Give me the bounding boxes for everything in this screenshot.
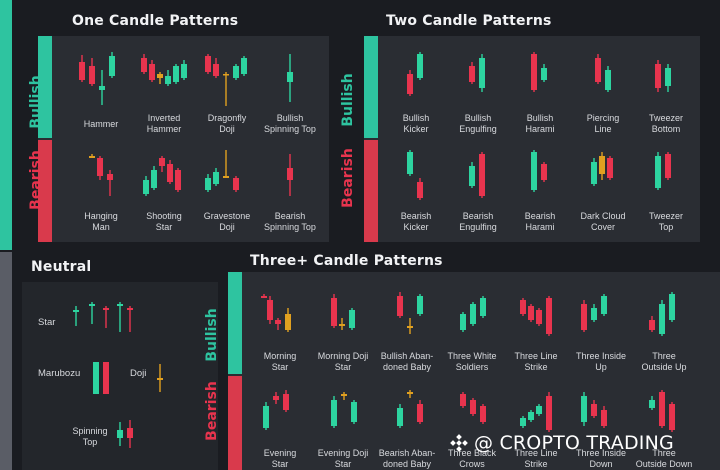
caption-three-outside-down: Three Outside Down xyxy=(635,448,693,469)
three-bullish-label: Bullish xyxy=(204,308,220,362)
piercing-line-pattern-icon xyxy=(595,54,611,92)
three-inside-down-pattern-icon xyxy=(581,392,607,428)
three-candle-title: Three+ Candle Patterns xyxy=(250,253,443,269)
bullish-spinning-top-pattern-icon xyxy=(287,54,293,102)
caption-three-white-soldiers: Three White Soldiers xyxy=(447,351,497,372)
caption-bullish-kicker: Bullish Kicker xyxy=(402,113,430,134)
caption-bearish-harami: Bearish Harami xyxy=(524,211,556,232)
label-marubozu: Marubozu xyxy=(38,368,81,379)
neutral-title: Neutral xyxy=(31,259,92,275)
bullish-engulfing-pattern-icon xyxy=(469,54,485,92)
morning-star-pattern-icon xyxy=(261,294,291,332)
three-white-soldiers-pattern-icon xyxy=(460,296,486,332)
inverted-hammer-pattern-icon xyxy=(141,54,187,86)
caption-inverted-hammer: Inverted Hammer xyxy=(146,113,182,134)
caption-bearish-engulfing: Bearish Engulfing xyxy=(459,211,497,232)
three-bearish-bar xyxy=(228,376,242,470)
one-bullish-bar xyxy=(38,36,52,138)
caption-three-line-strike-bull: Three Line Strike xyxy=(514,351,558,372)
one-candle-title: One Candle Patterns xyxy=(72,13,239,29)
caption-bearish-spinning-top: Bearish Spinning Top xyxy=(264,211,316,232)
bearish-spinning-top-pattern-icon xyxy=(287,154,293,196)
label-star: Star xyxy=(38,317,56,328)
one-bullish-label: Bullish xyxy=(28,75,44,129)
caption-dragonfly-doji: Dragonfly Doji xyxy=(207,113,247,134)
caption-shooting-star: Shooting Star xyxy=(146,211,182,232)
two-candle-title: Two Candle Patterns xyxy=(386,13,552,29)
caption-bullish-abandoned-baby: Bullish Aban- doned Baby xyxy=(380,351,434,372)
caption-three-inside-down: Three Inside Down xyxy=(575,448,627,469)
caption-three-black-crows: Three Black Crows xyxy=(447,448,497,469)
star-pattern-icon xyxy=(73,302,133,332)
bearish-harami-pattern-icon xyxy=(531,150,547,192)
gravestone-doji-pattern-icon xyxy=(205,150,239,192)
caption-evening-star: Evening Star xyxy=(263,448,297,469)
hanging-man-pattern-icon xyxy=(89,154,113,196)
caption-bullish-spinning-top: Bullish Spinning Top xyxy=(264,113,316,134)
caption-bearish-abandoned-baby: Bearish Aban- doned Baby xyxy=(378,448,436,469)
three-line-strike-bear-pattern-icon xyxy=(520,392,552,432)
three-bearish-label: Bearish xyxy=(204,381,220,441)
dragonfly-doji-pattern-icon xyxy=(205,54,247,106)
bearish-engulfing-pattern-icon xyxy=(469,152,485,198)
dark-cloud-cover-pattern-icon xyxy=(591,152,613,186)
left-accent-bar-grey xyxy=(0,252,12,470)
evening-doji-star-pattern-icon xyxy=(331,392,357,428)
caption-three-line-strike-bear: Three Line Strike xyxy=(514,448,558,469)
two-bearish-bar xyxy=(364,140,378,242)
caption-tweezer-bottom: Tweezer Bottom xyxy=(648,113,683,134)
two-bearish-label: Bearish xyxy=(340,148,356,208)
bullish-abandoned-baby-pattern-icon xyxy=(397,292,423,334)
caption-bearish-kicker: Bearish Kicker xyxy=(400,211,432,232)
caption-evening-doji-star: Evening Doji Star xyxy=(317,448,369,469)
one-bearish-bar xyxy=(38,140,52,242)
caption-three-outside-up: Three Outside Up xyxy=(641,351,687,372)
hammer-pattern-icon xyxy=(79,52,115,105)
caption-piercing-line: Piercing Line xyxy=(586,113,620,134)
one-bearish-label: Bearish xyxy=(28,150,44,210)
label-doji: Doji xyxy=(130,368,147,379)
caption-bullish-harami: Bullish Harami xyxy=(525,113,555,134)
label-spinning-top: Spinning Top xyxy=(72,426,108,447)
caption-tweezer-top: Tweezer Top xyxy=(648,211,683,232)
bullish-harami-pattern-icon xyxy=(531,52,547,92)
caption-dark-cloud-cover: Dark Cloud Cover xyxy=(580,211,626,232)
watermark-text: @ CROPTO TRADING xyxy=(474,432,674,454)
evening-star-pattern-icon xyxy=(263,390,289,430)
morning-doji-star-pattern-icon xyxy=(331,294,355,330)
doji-pattern-icon xyxy=(157,364,163,392)
marubozu-pattern-icon xyxy=(93,362,109,394)
three-bullish-bar xyxy=(228,272,242,374)
caption-hammer: Hammer xyxy=(83,119,119,129)
tweezer-bottom-pattern-icon xyxy=(655,60,671,92)
caption-three-inside-up: Three Inside Up xyxy=(575,351,627,372)
caption-gravestone-doji: Gravestone Doji xyxy=(203,211,251,232)
three-black-crows-pattern-icon xyxy=(460,392,486,424)
bearish-kicker-pattern-icon xyxy=(407,150,423,200)
bullish-kicker-pattern-icon xyxy=(407,52,423,96)
three-outside-down-pattern-icon xyxy=(649,390,675,432)
diamond-grid-icon xyxy=(450,434,468,452)
spinning-top-pattern-icon xyxy=(117,420,133,448)
caption-morning-star: Morning Star xyxy=(263,351,297,372)
three-inside-up-pattern-icon xyxy=(581,294,607,332)
caption-morning-doji-star: Morning Doji Star xyxy=(317,351,369,372)
three-outside-up-pattern-icon xyxy=(649,292,675,336)
tweezer-top-pattern-icon xyxy=(655,152,671,190)
three-line-strike-bull-pattern-icon xyxy=(520,296,552,336)
caption-hanging-man: Hanging Man xyxy=(84,211,118,232)
shooting-star-pattern-icon xyxy=(143,156,181,196)
two-bullish-label: Bullish xyxy=(340,73,356,127)
caption-bullish-engulfing: Bullish Engulfing xyxy=(459,113,497,134)
two-bullish-bar xyxy=(364,36,378,138)
bearish-abandoned-baby-pattern-icon xyxy=(397,390,423,428)
left-accent-bar-green xyxy=(0,0,12,250)
